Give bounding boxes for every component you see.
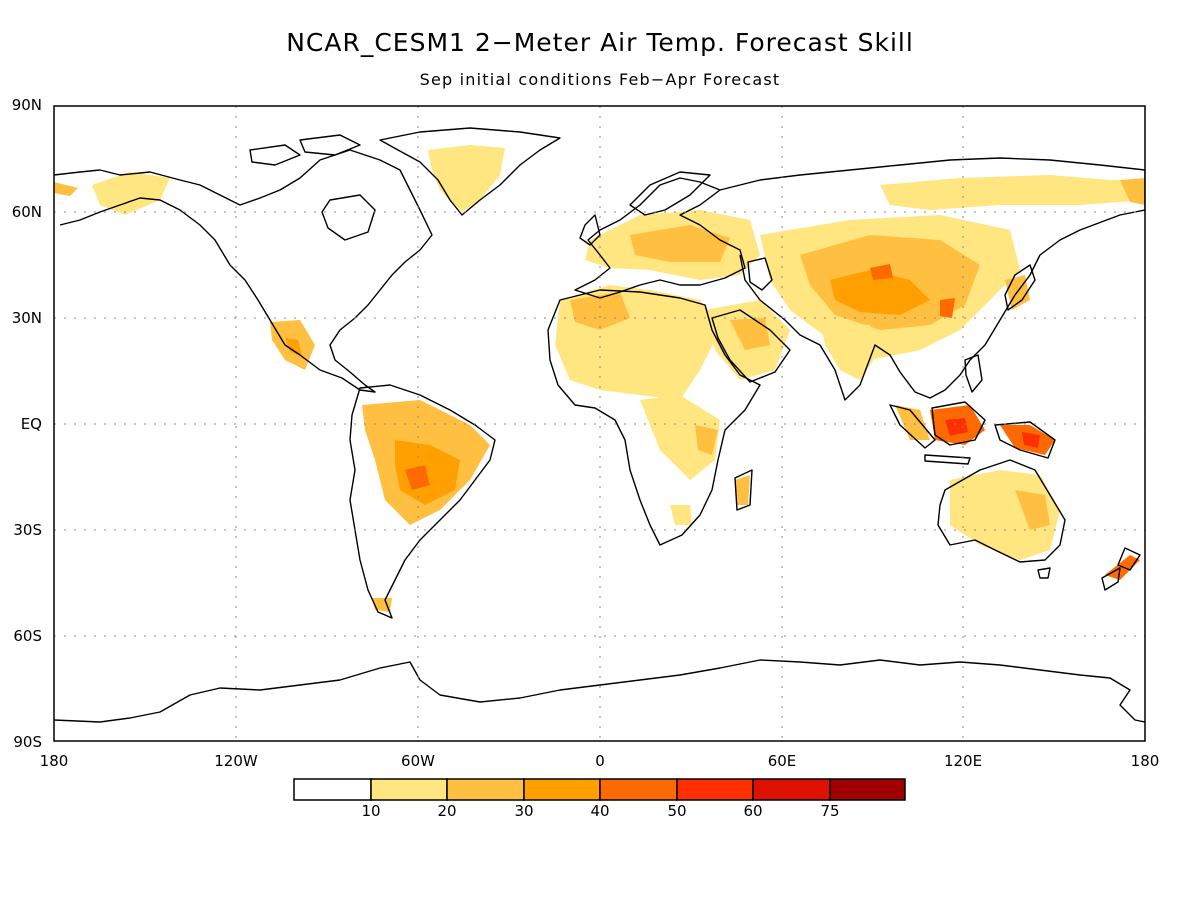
coast-europe [574,177,746,299]
lat-label-60s: 60S [13,627,42,645]
colorbar-label-60: 60 [743,802,763,820]
coast-arabia [711,309,791,383]
coast-new-zealand [1101,547,1141,591]
coast-arctic-islands [249,134,361,166]
shade-sumatra [895,405,930,440]
shade-morocco [570,292,630,330]
shade-borneo-core [945,418,968,436]
shade-alaska [92,172,170,215]
coast-scandinavia [629,171,711,216]
shade-siberia [880,175,1145,210]
shade-east-africa [640,395,720,480]
lat-label-90s: 90S [13,733,42,751]
shade-east-africa-core [695,425,718,455]
shade-greenland [428,145,505,212]
coast-borneo [931,401,986,446]
colorbar-swatch-1 [370,778,448,801]
shade-central-asia-hot [830,270,930,315]
map-subtitle: Sep initial conditions Feb−Apr Forecast [419,70,781,89]
shade-central-asia-peak1 [870,264,893,280]
colorbar [293,778,906,801]
coast-sumatra [889,404,936,449]
coast-hudson-bay [321,194,376,241]
coast-new-guinea [994,421,1056,459]
colorbar-swatch-7 [829,778,906,801]
lat-label-90n: 90N [11,96,42,114]
coast-tasmania [1037,567,1051,579]
lat-label-30n: 30N [11,309,42,327]
colorbar-swatch-4 [599,778,678,801]
lat-label-30s: 30S [13,521,42,539]
colorbar-label-40: 40 [590,802,610,820]
colorbar-label-30: 30 [514,802,534,820]
shade-east-siberia [1120,178,1145,205]
colorbar-swatch-5 [676,778,754,801]
coast-japan [1004,264,1036,311]
colorbar-label-10: 10 [361,802,381,820]
colorbar-swatch-2 [446,778,525,801]
lon-label-180e: 180 [1130,752,1160,770]
lon-label-0: 0 [595,752,605,770]
coast-africa [547,289,761,546]
shade-india [820,320,880,380]
shade-south-africa [670,505,692,525]
lat-label-eq: EQ [20,415,42,433]
lon-label-60w: 60W [401,752,435,770]
skill-shading [54,145,1145,612]
shade-australia-core [1015,490,1050,530]
lon-label-120e: 120E [943,752,983,770]
shade-madagascar [735,475,750,505]
lon-label-60e: 60E [767,752,797,770]
coast-asia [719,157,1145,401]
map-title: NCAR_CESM1 2−Meter Air Temp. Forecast Sk… [286,28,914,57]
coast-caspian [747,257,773,291]
coast-greenland [379,127,561,216]
coast-madagascar [734,469,753,511]
colorbar-swatch-6 [752,778,831,801]
coast-uk [579,214,601,246]
coast-philippines [964,354,983,393]
coast-australia [937,459,1066,563]
colorbar-swatch-3 [523,778,601,801]
shade-brazil-core [395,440,460,505]
map-frame [53,105,1146,742]
coast-antarctica [54,659,1145,723]
shade-central-asia-peak2 [940,298,955,318]
colorbar-label-75: 75 [820,802,840,820]
coast-south-america [349,384,496,619]
shade-europe-core [630,225,730,262]
gridlines [54,106,1145,741]
shade-mexico-core [285,338,302,356]
shade-australia [950,470,1060,560]
colorbar-label-20: 20 [437,802,457,820]
lat-label-60n: 60N [11,203,42,221]
lon-label-120w: 120W [214,752,258,770]
lon-label-180w: 180 [39,752,69,770]
shade-arabia-core [730,318,770,350]
shade-new-guinea-core [1022,432,1040,448]
coast-java [924,454,971,465]
colorbar-swatch-0 [293,778,372,801]
colorbar-label-50: 50 [667,802,687,820]
shade-alaska-west [54,182,78,196]
